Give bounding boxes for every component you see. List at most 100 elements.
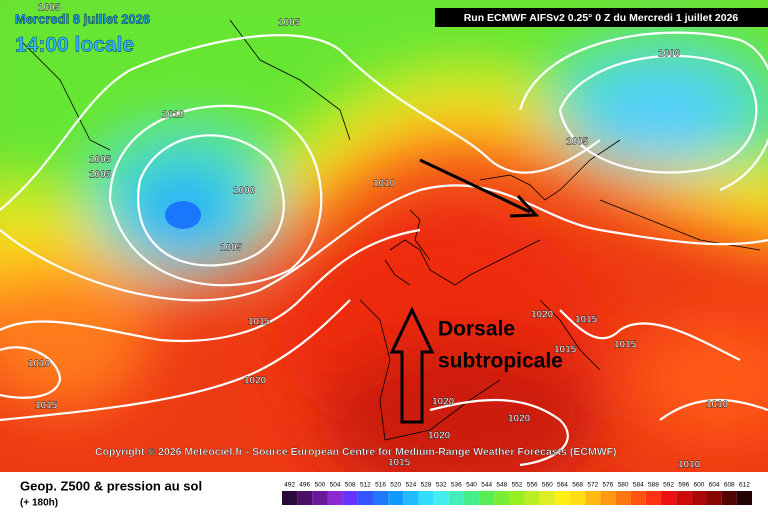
legend-label: 508 <box>345 482 356 489</box>
legend-label: 568 <box>572 482 583 489</box>
isobar-label: 1010 <box>678 460 701 471</box>
footer-title: Geop. Z500 & pression au sol <box>20 478 202 493</box>
legend-label: 612 <box>739 482 750 489</box>
run-info: Run ECMWF AIFSv2 0.25° 0 Z du Mercredi 1… <box>464 12 739 24</box>
isobar-label: 1005 <box>38 3 61 14</box>
legend-label: 592 <box>663 482 674 489</box>
legend-label: 604 <box>709 482 720 489</box>
isobar-label: 1005 <box>89 170 112 181</box>
isobar-label: 1005 <box>220 243 243 254</box>
isobar-label: 1020 <box>531 310 554 321</box>
date: Mercredi 8 juillet 2026 <box>15 11 150 26</box>
legend-swatch <box>297 491 313 505</box>
legend-label: 596 <box>678 482 689 489</box>
legend-swatch <box>448 491 464 505</box>
legend-label: 580 <box>618 482 629 489</box>
legend-swatch <box>661 491 677 505</box>
isobar-labels: 1005 1005 1010 1005 1005 1000 1005 1010 … <box>28 2 729 471</box>
isobar-label: 1000 <box>658 49 681 60</box>
legend-swatch <box>630 491 646 505</box>
legend-swatch <box>539 491 555 505</box>
annotation: Dorsale <box>438 318 515 341</box>
isobar-label: 1020 <box>432 397 455 408</box>
legend-label: 532 <box>436 482 447 489</box>
isobar-label: 1020 <box>428 431 451 442</box>
footer-lead: (+ 180h) <box>20 498 58 509</box>
legend-swatch <box>403 491 419 505</box>
legend-label: 600 <box>694 482 705 489</box>
legend-label: 584 <box>633 482 644 489</box>
legend-label: 504 <box>330 482 341 489</box>
isobar-label: 1015 <box>575 315 598 326</box>
legend-label: 564 <box>557 482 568 489</box>
color-legend: 492 496 500 504 508 512 516 520 524 528 532 536 540 5… <box>282 482 752 505</box>
legend-swatch <box>388 491 404 505</box>
legend-label: 540 <box>466 482 477 489</box>
legend-swatch <box>479 491 495 505</box>
isobar-label: 1000 <box>233 186 256 197</box>
legend-swatch <box>721 491 737 505</box>
legend-label: 552 <box>512 482 523 489</box>
annotation: subtropicale <box>438 350 563 373</box>
legend-swatch <box>736 491 752 505</box>
legend-swatch <box>418 491 434 505</box>
legend-label: 576 <box>603 482 614 489</box>
legend-swatch <box>600 491 616 505</box>
isobar-label: 1020 <box>244 376 267 387</box>
isobar-label: 1010 <box>28 359 51 370</box>
legend-label: 500 <box>314 482 325 489</box>
legend-label: 572 <box>587 482 598 489</box>
legend-label: 520 <box>390 482 401 489</box>
legend-swatch <box>509 491 525 505</box>
legend-swatch <box>312 491 328 505</box>
isobar-label: 1005 <box>278 18 301 29</box>
legend-label: 524 <box>405 482 416 489</box>
legend-swatch <box>615 491 631 505</box>
isobar-label: 1015 <box>35 401 58 412</box>
legend-swatch <box>570 491 586 505</box>
legend-label: 544 <box>481 482 492 489</box>
legend-label: 548 <box>496 482 507 489</box>
legend-label: 528 <box>421 482 432 489</box>
isobar-label: 1010 <box>373 179 396 190</box>
legend-label: 492 <box>284 482 295 489</box>
isobar-label: 1015 <box>248 317 271 328</box>
isobar-label: 1010 <box>706 400 729 411</box>
legend-swatch <box>494 491 510 505</box>
copyright: Copyright © 2026 Meteociel.fr - Source E… <box>95 446 617 458</box>
legend-swatch <box>645 491 662 505</box>
legend-swatch <box>282 491 298 505</box>
legend-swatch <box>463 491 480 505</box>
isobar-label: 1015 <box>614 340 637 351</box>
legend-label: 516 <box>375 482 386 489</box>
isobar-label: 1005 <box>89 155 112 166</box>
isobar-label: 1005 <box>566 137 589 148</box>
isobar-label: 1015 <box>554 345 577 356</box>
isobar-lines <box>0 31 768 467</box>
run-box <box>435 8 768 27</box>
legend-swatch <box>585 491 601 505</box>
field <box>0 0 768 472</box>
legend-label: 608 <box>724 482 735 489</box>
legend-swatch <box>433 491 449 505</box>
legend-swatch <box>691 491 707 505</box>
isobar-label: 1020 <box>508 414 531 425</box>
legend-label: 496 <box>299 482 310 489</box>
legend-label: 560 <box>542 482 553 489</box>
legend-swatch <box>524 491 540 505</box>
legend-label: 512 <box>360 482 371 489</box>
legend-swatch <box>706 491 722 505</box>
legend-label: 556 <box>527 482 538 489</box>
legend-label: 588 <box>648 482 659 489</box>
legend-label: 536 <box>451 482 462 489</box>
legend-swatch <box>676 491 692 505</box>
isobar-label: 1015 <box>388 458 411 469</box>
legend-swatch <box>327 491 343 505</box>
legend-swatch <box>357 491 373 505</box>
local-time: 14:00 locale <box>15 34 134 57</box>
legend-swatch <box>372 491 389 505</box>
legend-swatch <box>342 491 358 505</box>
arrows <box>389 158 540 424</box>
isobar-label: 1010 <box>162 110 185 121</box>
